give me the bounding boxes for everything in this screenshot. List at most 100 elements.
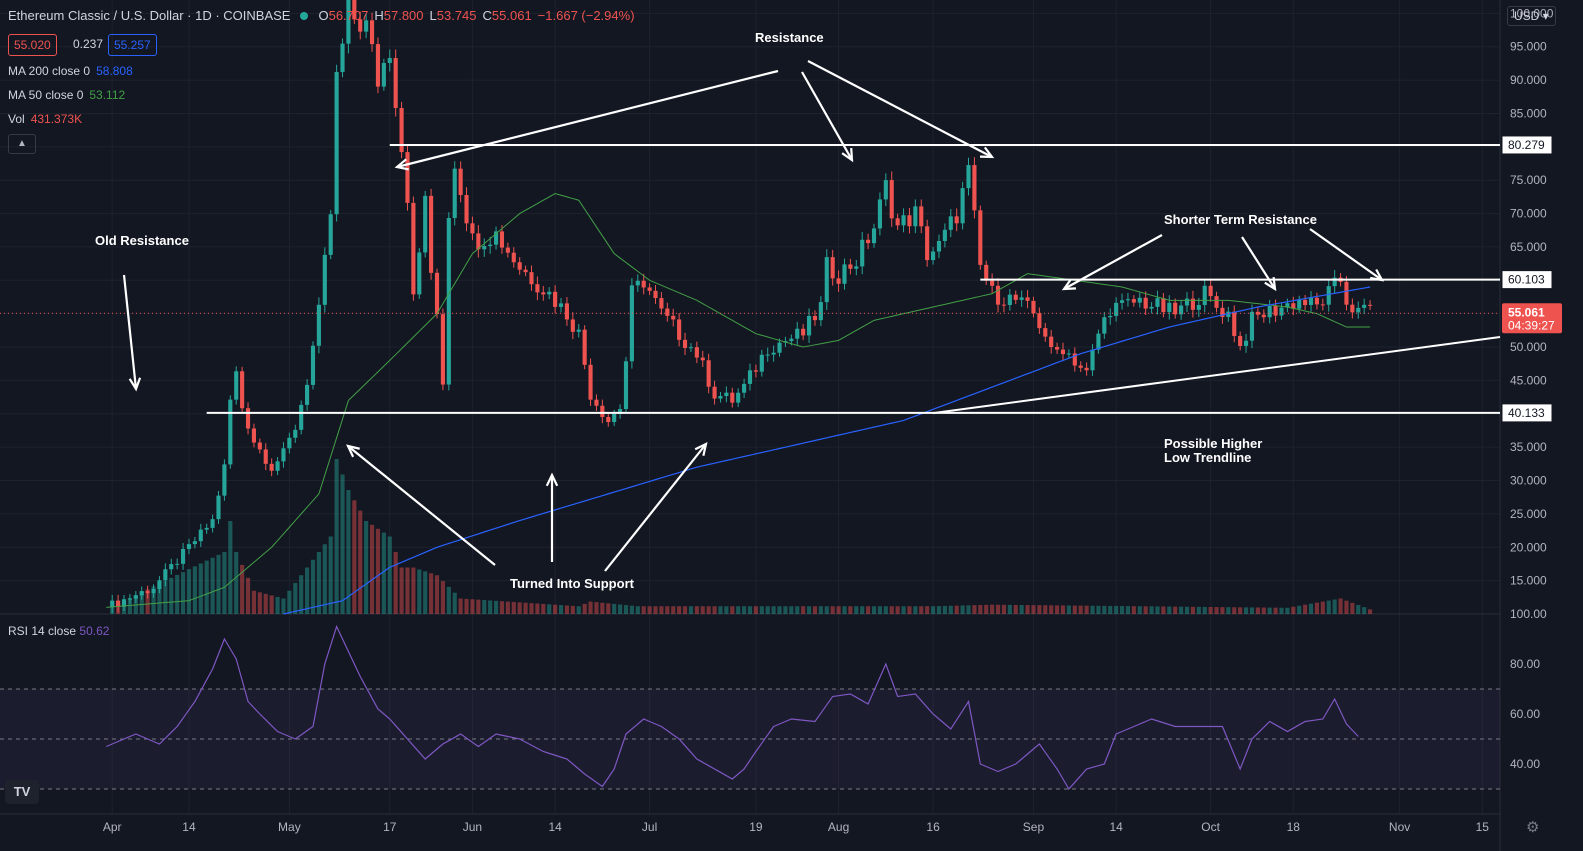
candle-body (1066, 353, 1071, 355)
currency-select[interactable]: USD ▾ (1507, 6, 1556, 26)
candle-body (895, 218, 900, 226)
volume-bar (1285, 607, 1290, 614)
rsi-legend[interactable]: RSI 14 close 50.62 (8, 624, 109, 638)
volume-bar (251, 590, 257, 614)
volume-bar (139, 592, 144, 614)
annotation-label: Low Trendline (1164, 450, 1251, 465)
candle-body (1090, 349, 1095, 371)
volume-bar (192, 566, 197, 614)
volume-bar (712, 606, 717, 614)
candle-body (210, 519, 215, 528)
price-tick-label: 70.000 (1510, 207, 1547, 221)
volume-bar (476, 599, 481, 614)
candle-body (742, 383, 747, 393)
volume-bar (240, 564, 245, 614)
candle-body (765, 354, 770, 356)
ohlc-legend: Ethereum Classic / U.S. Dollar · 1D · CO… (8, 8, 635, 23)
candle-body (730, 392, 735, 403)
candle-body (1368, 304, 1373, 306)
collapse-legend-button[interactable]: ▲ (8, 134, 36, 154)
volume-bar (623, 605, 629, 614)
time-axis[interactable]: Apr 14 May 17 Jun 14 Jul 19 Aug 16 Sep 14 Oct 18 Nov 15 (103, 820, 1489, 834)
level-price-label: 80.279 (1508, 138, 1545, 152)
candle-body (753, 370, 758, 372)
candle-body (110, 600, 115, 608)
volume-bar (541, 603, 546, 614)
candle-body (287, 437, 292, 449)
volume-bar (795, 606, 800, 614)
candle-body (352, 0, 357, 20)
price-tick-label: 30.000 (1510, 474, 1547, 488)
volume-bar (1303, 604, 1308, 614)
volume-bar (1161, 606, 1166, 614)
ma50-legend[interactable]: MA 50 close 0 53.112 (8, 88, 125, 102)
open-value: 56.707 (328, 8, 369, 23)
volume-bar (358, 510, 363, 614)
candle-body (1279, 307, 1284, 316)
volume-bar (866, 606, 871, 614)
candle-body (328, 214, 333, 255)
volume-bar (1196, 606, 1201, 614)
volume-bar (228, 521, 233, 614)
candle-body (1143, 297, 1148, 309)
chevron-up-icon: ▲ (17, 138, 27, 149)
candle-body (464, 195, 469, 224)
volume-bar (1297, 605, 1302, 614)
candle-body (1184, 298, 1190, 306)
candle-body (836, 278, 841, 284)
tradingview-logo[interactable]: TV (5, 780, 39, 804)
time-tick-label: Apr (103, 820, 122, 834)
volume-bar (895, 606, 900, 614)
candle-body (310, 345, 316, 385)
annotation-arrow (396, 69, 779, 169)
ask-box[interactable]: 55.257 (108, 34, 157, 56)
volume-bar (263, 593, 268, 614)
candle-body (848, 264, 853, 269)
gear-icon[interactable]: ⚙ (1526, 819, 1540, 836)
time-tick-label: Jul (642, 820, 657, 834)
candle-body (671, 315, 676, 320)
volume-bar (801, 606, 806, 614)
candle-body (889, 180, 894, 219)
bid-box[interactable]: 55.020 (8, 34, 57, 56)
candle-body (612, 413, 617, 423)
candle-body (411, 202, 416, 295)
price-axis[interactable]: 100.00095.00090.00085.00080.00075.00070.… (1510, 6, 1554, 771)
candle-body (163, 569, 168, 581)
rsi-label: RSI 14 close (8, 624, 77, 638)
trendline (932, 336, 1501, 415)
volume-bar (381, 532, 386, 614)
volume-bar (375, 528, 381, 614)
candle-body (181, 548, 186, 564)
volume-bar (352, 500, 357, 614)
candle-body (1025, 297, 1030, 301)
volume-legend[interactable]: Vol 431.373K (8, 112, 82, 126)
level-price-label: 60.103 (1508, 273, 1545, 287)
ma200-legend[interactable]: MA 200 close 0 58.808 (8, 64, 133, 78)
volume-bar (1007, 604, 1012, 614)
volume-bar (186, 569, 192, 614)
volume-bar (1279, 607, 1284, 614)
candle-body (1055, 347, 1060, 350)
volume-bar (1102, 605, 1107, 614)
market-status-icon (300, 11, 309, 20)
candle-body (192, 541, 197, 545)
volume-bars (110, 459, 1373, 614)
volume-bar (777, 606, 782, 614)
candle-body (511, 252, 516, 263)
candle-body (635, 280, 640, 286)
annotation-arrow (122, 274, 138, 390)
candle-body (978, 210, 983, 265)
volume-bar (157, 583, 162, 614)
volume-bar (665, 606, 670, 614)
volume-bar (570, 605, 575, 614)
candle-body (251, 428, 257, 443)
volume-bar (399, 567, 404, 614)
volume-bar (405, 567, 410, 614)
symbol-title[interactable]: Ethereum Classic / U.S. Dollar · 1D · CO… (8, 8, 291, 23)
candle-body (446, 218, 451, 385)
volume-bar (1208, 606, 1213, 614)
candle-body (369, 20, 375, 45)
volume-bar (1368, 609, 1373, 614)
